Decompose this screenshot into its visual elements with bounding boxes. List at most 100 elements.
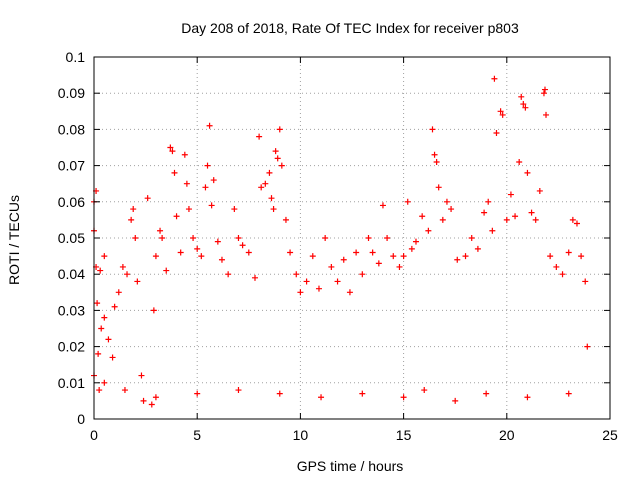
data-point bbox=[245, 249, 252, 256]
data-point bbox=[95, 350, 102, 357]
data-point bbox=[485, 198, 492, 205]
data-point bbox=[522, 104, 529, 111]
data-point bbox=[483, 390, 490, 397]
data-point bbox=[512, 213, 519, 220]
data-point bbox=[268, 195, 275, 202]
data-point bbox=[491, 75, 498, 82]
data-point bbox=[152, 253, 159, 260]
y-tick-label: 0.02 bbox=[58, 339, 85, 355]
data-point bbox=[569, 216, 576, 223]
x-tick-label: 20 bbox=[499, 427, 515, 443]
data-point bbox=[503, 216, 510, 223]
data-point bbox=[138, 372, 145, 379]
data-point bbox=[474, 245, 481, 252]
data-point bbox=[584, 343, 591, 350]
data-point bbox=[231, 206, 238, 213]
data-point bbox=[547, 253, 554, 260]
data-point bbox=[157, 227, 164, 234]
data-points bbox=[91, 75, 591, 408]
data-point bbox=[524, 169, 531, 176]
data-point bbox=[303, 278, 310, 285]
data-point bbox=[353, 249, 360, 256]
data-point bbox=[278, 162, 285, 169]
data-point bbox=[448, 206, 455, 213]
data-point bbox=[462, 253, 469, 260]
data-point bbox=[404, 198, 411, 205]
data-point bbox=[340, 256, 347, 263]
data-point bbox=[439, 216, 446, 223]
data-point bbox=[293, 271, 300, 278]
data-point bbox=[443, 198, 450, 205]
data-point bbox=[185, 206, 192, 213]
data-point bbox=[400, 253, 407, 260]
data-point bbox=[274, 155, 281, 162]
y-tick-label: 0 bbox=[77, 411, 85, 427]
y-tick-label: 0.01 bbox=[58, 375, 85, 391]
data-point bbox=[528, 209, 535, 216]
data-point bbox=[256, 133, 263, 140]
data-point bbox=[287, 249, 294, 256]
y-tick-label: 0.03 bbox=[58, 302, 85, 318]
data-point bbox=[396, 263, 403, 270]
data-point bbox=[499, 111, 506, 118]
grid-lines bbox=[94, 57, 610, 419]
data-point bbox=[251, 274, 258, 281]
y-tick-label: 0.06 bbox=[58, 194, 85, 210]
data-point bbox=[379, 202, 386, 209]
data-point bbox=[167, 144, 174, 151]
data-point bbox=[210, 177, 217, 184]
data-point bbox=[315, 285, 322, 292]
data-point bbox=[524, 394, 531, 401]
data-point bbox=[390, 253, 397, 260]
data-point bbox=[328, 263, 335, 270]
data-point bbox=[518, 93, 525, 100]
data-point bbox=[239, 242, 246, 249]
data-point bbox=[375, 260, 382, 267]
data-point bbox=[130, 206, 137, 213]
data-point bbox=[134, 278, 141, 285]
data-point bbox=[128, 216, 135, 223]
x-axis-label: GPS time / hours bbox=[297, 458, 404, 474]
data-point bbox=[365, 235, 372, 241]
data-point bbox=[194, 245, 201, 252]
data-point bbox=[431, 151, 438, 158]
x-tick-label: 0 bbox=[90, 427, 98, 443]
data-point bbox=[101, 379, 108, 386]
data-point bbox=[384, 235, 391, 241]
data-point bbox=[421, 387, 428, 394]
data-point bbox=[97, 267, 104, 274]
data-point bbox=[573, 220, 580, 227]
data-point bbox=[235, 387, 242, 394]
data-point bbox=[177, 249, 184, 256]
data-point bbox=[419, 213, 426, 220]
data-point bbox=[481, 209, 488, 216]
data-point bbox=[334, 278, 341, 285]
data-point bbox=[148, 401, 155, 408]
data-point bbox=[309, 253, 316, 260]
data-point bbox=[454, 256, 461, 263]
x-tick-label: 10 bbox=[293, 427, 309, 443]
data-point bbox=[111, 303, 118, 310]
y-tick-label: 0.05 bbox=[58, 230, 85, 246]
data-point bbox=[359, 271, 366, 278]
data-point bbox=[109, 354, 116, 361]
data-point bbox=[218, 256, 225, 263]
data-point bbox=[408, 245, 415, 252]
y-tick-labels: 0 0.01 0.02 0.03 0.04 0.05 0.06 0.07 0.08 0.09 0.1 bbox=[58, 49, 85, 427]
data-point bbox=[105, 336, 112, 343]
data-point bbox=[565, 390, 572, 397]
data-point bbox=[163, 267, 170, 274]
data-point bbox=[412, 238, 419, 245]
data-point bbox=[276, 390, 283, 397]
y-tick-label: 0.04 bbox=[58, 266, 85, 282]
data-point bbox=[194, 390, 201, 397]
y-axis-label: ROTI / TECUs bbox=[6, 195, 22, 285]
data-point bbox=[206, 122, 213, 129]
data-point bbox=[150, 307, 157, 314]
data-point bbox=[152, 394, 159, 401]
data-point bbox=[468, 235, 475, 241]
data-point bbox=[115, 289, 122, 296]
data-point bbox=[140, 397, 147, 404]
data-point bbox=[235, 235, 242, 241]
